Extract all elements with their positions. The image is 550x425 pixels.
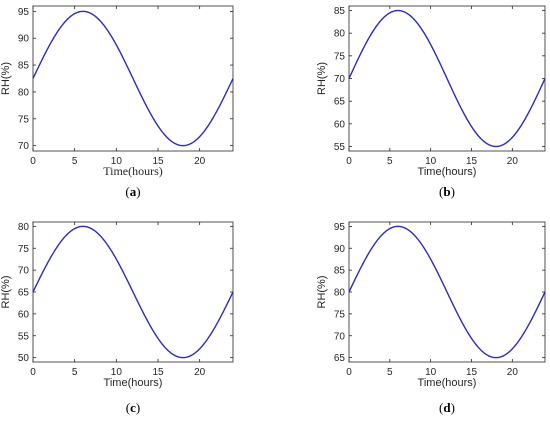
panel-caption: (a) xyxy=(125,184,140,199)
y-tick-label: 80 xyxy=(334,288,346,299)
x-tick-label: 0 xyxy=(346,367,352,378)
x-tick-label: 15 xyxy=(152,367,164,378)
panel-caption: (d) xyxy=(439,400,455,415)
y-tick-label: 75 xyxy=(334,309,346,320)
panel-letter: c xyxy=(130,400,136,415)
x-tick-label: 0 xyxy=(30,367,36,378)
x-tick-label: 15 xyxy=(152,156,164,167)
y-tick-label: 65 xyxy=(18,288,30,299)
y-tick-label: 75 xyxy=(18,244,30,255)
y-axis-label: RH(%) xyxy=(0,276,12,309)
x-axis-label: Time(hours) xyxy=(104,377,163,389)
rh-series-line xyxy=(348,9,546,148)
y-tick-label: 90 xyxy=(18,34,30,45)
x-tick-label: 20 xyxy=(194,367,206,378)
y-tick-label: 65 xyxy=(334,353,346,364)
y-axis-label: RH(%) xyxy=(316,276,328,309)
y-tick-label: 65 xyxy=(334,97,346,108)
panel-a: 0 5 10 15 20 70 75 80 85 90 95 Time(hours) RH(%) (a) xyxy=(0,5,234,199)
x-tick-label: 10 xyxy=(111,156,123,167)
x-tick-label: 0 xyxy=(346,156,352,167)
y-tick-label: 70 xyxy=(334,74,346,85)
x-axis-label: Time(hours) xyxy=(103,164,163,178)
x-tick-label: 10 xyxy=(111,367,123,378)
x-tick-label: 20 xyxy=(507,156,519,167)
y-tick-label: 75 xyxy=(334,51,346,62)
y-tick-label: 85 xyxy=(18,61,30,72)
x-tick-label: 10 xyxy=(425,367,437,378)
x-tick-label: 5 xyxy=(72,367,78,378)
y-tick-label: 60 xyxy=(334,119,346,130)
panel-caption: (b) xyxy=(439,184,455,199)
x-tick-label: 5 xyxy=(72,156,78,167)
y-axis-label: RH(%) xyxy=(0,62,12,95)
panel-b: 0 5 10 15 20 55 60 65 70 75 80 85 Time(hours) RH(%) (b… xyxy=(316,5,546,199)
x-tick-label: 15 xyxy=(466,156,478,167)
y-tick-label: 50 xyxy=(18,353,30,364)
y-tick-label: 80 xyxy=(18,222,30,233)
y-tick-label: 55 xyxy=(18,331,30,342)
x-axis-label: Time(hours) xyxy=(418,377,477,389)
y-tick-label: 70 xyxy=(18,141,30,152)
x-tick-label: 20 xyxy=(507,367,519,378)
x-tick-label: 15 xyxy=(466,367,478,378)
panel-caption: (c) xyxy=(126,400,140,415)
x-tick-label: 10 xyxy=(425,156,437,167)
y-tick-label: 80 xyxy=(18,87,30,98)
y-tick-label: 95 xyxy=(334,222,346,233)
panel-letter: a xyxy=(130,184,137,199)
y-tick-label: 85 xyxy=(334,266,346,277)
y-tick-label: 75 xyxy=(18,114,30,125)
x-tick-label: 0 xyxy=(30,156,36,167)
panel-c: 0 5 10 15 20 50 55 60 65 70 75 80 Time(hours) RH(%) (c… xyxy=(0,221,234,415)
y-tick-label: 60 xyxy=(18,309,30,320)
rh-series-line xyxy=(32,225,234,359)
y-tick-label: 85 xyxy=(334,6,346,17)
panel-letter: b xyxy=(443,184,450,199)
y-tick-label: 90 xyxy=(334,244,346,255)
y-tick-label: 80 xyxy=(334,29,346,40)
y-tick-label: 70 xyxy=(334,331,346,342)
y-tick-label: 95 xyxy=(18,7,30,18)
x-tick-label: 20 xyxy=(194,156,206,167)
x-tick-label: 5 xyxy=(387,367,393,378)
panel-d: 0 5 10 15 20 65 70 75 80 85 90 95 Time(hours) RH(%) (d… xyxy=(316,221,546,415)
rh-series-line xyxy=(32,10,234,147)
x-axis-label: Time(hours) xyxy=(418,166,477,178)
y-tick-label: 70 xyxy=(18,266,30,277)
y-tick-label: 55 xyxy=(334,142,346,153)
rh-series-line xyxy=(348,225,546,359)
panel-letter: d xyxy=(443,400,451,415)
y-axis-label: RH(%) xyxy=(316,62,328,95)
x-tick-label: 5 xyxy=(387,156,393,167)
